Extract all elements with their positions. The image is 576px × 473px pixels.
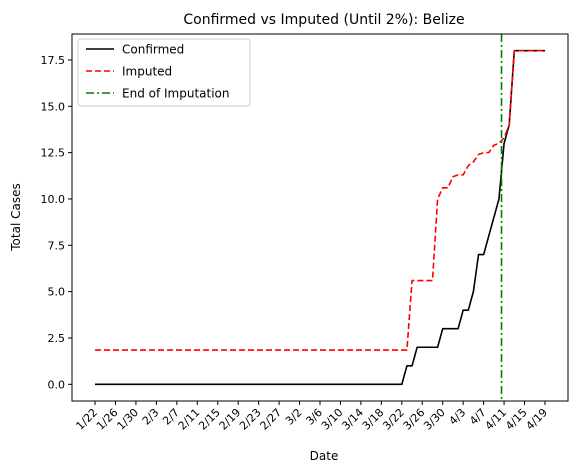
y-tick-label: 10.0: [41, 193, 66, 206]
legend-box: [77, 38, 251, 107]
y-tick-label: 17.5: [41, 54, 66, 67]
chart-title: Confirmed vs Imputed (Until 2%): Belize: [183, 12, 464, 28]
y-tick-label: 15.0: [41, 100, 66, 113]
y-tick-label: 12.5: [41, 147, 66, 160]
y-tick-label: 0.0: [48, 378, 66, 391]
legend: Confirmed Imputed End of Imputation: [77, 38, 251, 107]
y-axis-label: Total Cases: [9, 183, 23, 251]
legend-label-end-of-imputation: End of Imputation: [122, 87, 230, 101]
series-layer: [95, 49, 545, 386]
x-axis-label: Date: [310, 449, 339, 463]
y-axis-ticks: 0.0 2.5 5.0 7.5 10.0 12.5 15.0 17.5: [41, 54, 72, 391]
y-tick-label: 5.0: [48, 286, 66, 299]
legend-label-imputed: Imputed: [122, 65, 172, 79]
series-line-imputed: [95, 49, 545, 351]
y-tick-label: 7.5: [48, 239, 66, 252]
y-tick-label: 2.5: [48, 332, 66, 345]
legend-label-confirmed: Confirmed: [122, 43, 184, 57]
series-line-confirmed: [95, 49, 545, 386]
